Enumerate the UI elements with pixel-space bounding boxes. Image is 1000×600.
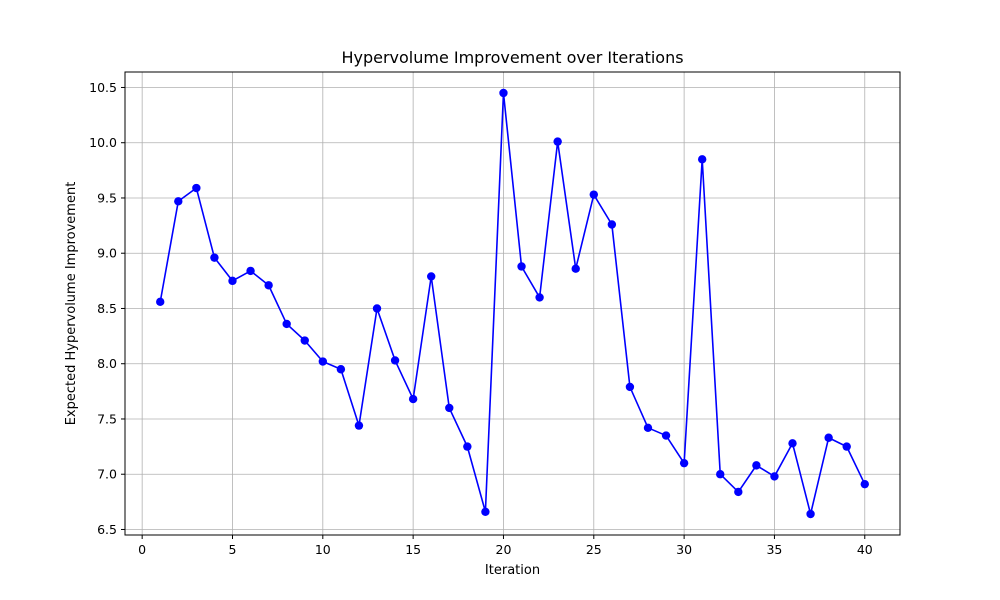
data-point — [156, 297, 165, 307]
data-point — [174, 197, 183, 206]
data-point — [228, 276, 237, 286]
data-point — [246, 266, 255, 276]
series-layer — [156, 88, 869, 519]
data-point — [860, 479, 869, 489]
data-point — [427, 272, 436, 281]
x-tick-label: 40 — [857, 542, 873, 557]
y-tick-label: 7.5 — [97, 411, 117, 426]
data-point — [553, 137, 562, 146]
data-point — [192, 183, 201, 193]
data-point — [716, 470, 725, 479]
series-line — [159, 92, 866, 515]
y-tick-label: 9.5 — [97, 190, 117, 205]
data-point — [318, 357, 328, 366]
data-point — [788, 439, 797, 448]
x-axis-label: Iteration — [485, 563, 540, 578]
data-point — [390, 356, 400, 365]
data-point — [264, 281, 273, 290]
chart-title: Hypervolume Improvement over Iterations — [341, 48, 683, 67]
data-point — [481, 507, 490, 516]
data-point — [445, 403, 454, 413]
y-tick-label: 9.0 — [97, 246, 117, 261]
data-point — [806, 509, 815, 519]
data-point — [770, 472, 779, 481]
data-point — [517, 262, 526, 271]
data-point — [752, 461, 761, 470]
data-point — [589, 190, 598, 199]
x-tick-label: 20 — [496, 542, 512, 557]
data-point — [842, 442, 851, 451]
x-tick-label: 5 — [229, 542, 237, 557]
x-tick-label: 10 — [315, 542, 331, 557]
x-tick-label: 35 — [766, 542, 782, 557]
data-point — [282, 319, 291, 329]
x-tick-label: 0 — [138, 542, 146, 557]
data-point — [300, 336, 309, 345]
grid — [125, 72, 900, 535]
data-point — [408, 394, 418, 404]
y-axis-ticks: 6.5 7.0 7.5 8.0 8.5 9.0 9.5 10.0 10.5 — [89, 80, 125, 537]
y-tick-label: 8.5 — [97, 301, 117, 316]
data-point — [643, 423, 653, 433]
y-tick-label: 10.0 — [89, 135, 117, 150]
data-point — [571, 264, 580, 273]
data-point — [607, 220, 617, 229]
y-axis-label: Expected Hypervolume Improvement — [64, 182, 79, 426]
data-point — [697, 155, 707, 164]
data-point — [336, 365, 346, 374]
data-point — [463, 442, 472, 451]
x-tick-label: 25 — [586, 542, 602, 557]
data-point — [372, 304, 382, 313]
data-point — [354, 421, 364, 430]
x-tick-label: 30 — [676, 542, 692, 557]
data-point — [535, 293, 544, 302]
x-axis-ticks: 0 5 10 15 20 25 30 35 40 — [138, 535, 873, 557]
data-point — [679, 458, 689, 468]
y-tick-label: 6.5 — [97, 522, 117, 537]
data-point — [210, 253, 219, 262]
y-tick-label: 8.0 — [97, 356, 117, 371]
data-point — [734, 487, 743, 497]
data-point — [499, 88, 508, 98]
data-point — [824, 433, 833, 442]
plot-frame — [124, 71, 901, 536]
data-point — [625, 382, 635, 392]
y-tick-label: 10.5 — [89, 80, 117, 95]
x-tick-label: 15 — [405, 542, 421, 557]
data-point — [661, 431, 671, 440]
y-tick-label: 7.0 — [97, 467, 117, 482]
